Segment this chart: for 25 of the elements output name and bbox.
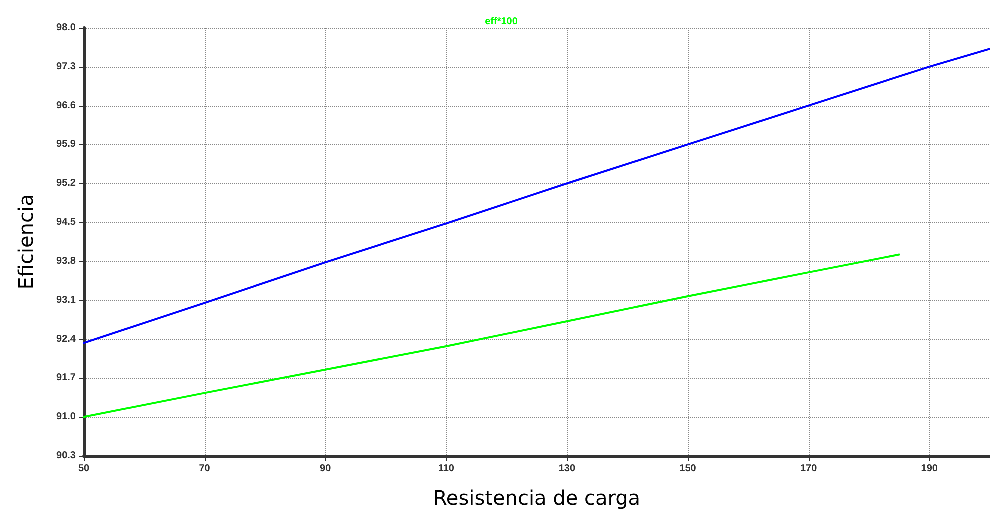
text: eff*100: [485, 16, 518, 28]
y-tick-label: 91.0: [56, 412, 76, 423]
x-tick-label: 70: [199, 464, 211, 474]
x-tick-label: 170: [800, 464, 818, 474]
y-tick-label: 93.1: [56, 294, 76, 306]
x-axis-title: Resistencia de carga: [433, 486, 641, 510]
x-tick-label: 50: [78, 464, 90, 474]
y-tick-label: 94.5: [56, 217, 76, 228]
y-tick-label: 93.8: [56, 256, 76, 267]
x-tick-label: 130: [558, 464, 576, 474]
y-tick-label: 97.3: [56, 61, 76, 72]
y-tick-label: 95.9: [56, 139, 76, 150]
y-tick-label: 98.0: [56, 22, 76, 34]
y-axis-title: Eficiencia: [14, 194, 38, 290]
y-tick-label: 90.3: [56, 450, 76, 462]
x-tick-label: 110: [438, 464, 455, 474]
line-series: [83, 48, 990, 344]
x-tick-label: 190: [921, 464, 938, 474]
y-tick-label: 92.4: [56, 334, 76, 345]
x-tick-label: 90: [320, 464, 332, 474]
y-tick-label: 96.6: [56, 100, 76, 112]
y-tick-label: 95.2: [56, 178, 76, 190]
line-series: [83, 254, 900, 418]
x-tick-label: 150: [680, 464, 697, 474]
y-tick-label: 91.7: [56, 372, 76, 384]
